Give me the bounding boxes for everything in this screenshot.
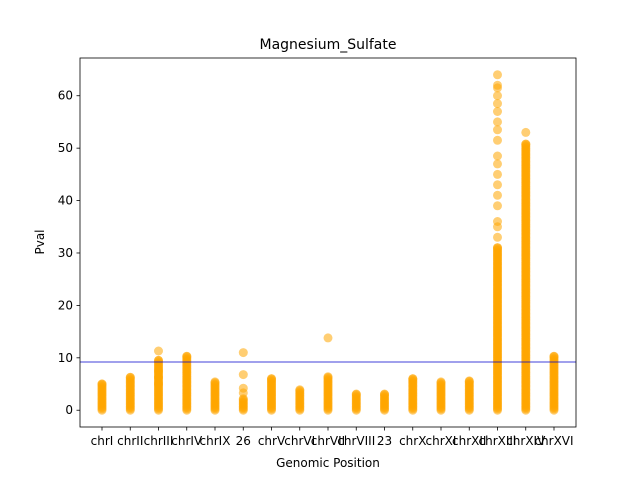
data-point: [493, 117, 502, 127]
data-point: [154, 372, 163, 382]
x-tick-label: chrVII: [311, 434, 345, 448]
x-tick-label: chrII: [117, 434, 143, 448]
data-point: [493, 159, 502, 169]
x-tick-label: chrXIII: [479, 434, 517, 448]
data-point: [323, 372, 333, 382]
y-tick-label: 20: [58, 298, 73, 312]
data-point: [436, 377, 446, 387]
data-point: [493, 151, 502, 161]
data-point: [351, 389, 361, 399]
x-tick-label: chrIV: [171, 434, 203, 448]
x-tick-label: chrXII: [452, 434, 486, 448]
y-tick-label: 60: [58, 89, 73, 103]
x-tick-label: chrX: [399, 434, 426, 448]
data-point: [493, 243, 502, 253]
y-axis: 0 10 20 30 40 50 60: [58, 89, 80, 417]
data-point: [182, 351, 192, 361]
data-point: [493, 99, 502, 109]
x-tick-label: chrXIV: [506, 434, 546, 448]
x-tick-label: chrVIII: [337, 434, 375, 448]
x-tick-label: chrVI: [284, 434, 315, 448]
data-point: [238, 388, 248, 398]
data-point: [521, 139, 531, 149]
data-point: [238, 348, 248, 358]
data-point: [154, 355, 163, 365]
data-point: [493, 169, 502, 179]
x-tick-label: 23: [377, 434, 392, 448]
data-point: [521, 127, 531, 137]
data-point: [493, 135, 502, 145]
data-point: [154, 379, 163, 389]
x-tick-label: chrXVI: [534, 434, 573, 448]
data-point: [493, 80, 502, 90]
x-tick-label: chrIII: [144, 434, 174, 448]
data-point: [295, 385, 305, 395]
x-axis-label: Genomic Position: [276, 456, 380, 470]
data-point: [493, 70, 502, 80]
data-point: [125, 372, 135, 382]
data-point: [380, 389, 389, 399]
y-tick-label: 10: [58, 351, 73, 365]
y-tick-label: 0: [65, 403, 73, 417]
data-point: [493, 107, 502, 116]
x-tick-label: chrXI: [426, 434, 457, 448]
data-point: [493, 190, 502, 200]
data-point: [323, 333, 333, 343]
data-point: [493, 180, 502, 190]
y-tick-label: 30: [58, 246, 73, 260]
data-point: [549, 351, 559, 361]
x-tick-label: chrI: [91, 434, 114, 448]
y-tick-label: 50: [58, 141, 73, 155]
chart-title: Magnesium_Sulfate: [260, 37, 397, 53]
data-point: [493, 201, 502, 211]
data-point: [493, 217, 502, 226]
x-tick-label: 26: [236, 434, 251, 448]
data-point: [154, 346, 163, 356]
data-point: [493, 232, 502, 242]
data-point: [493, 125, 502, 135]
data-point: [210, 377, 220, 387]
x-tick-label: chrIX: [200, 434, 231, 448]
data-point: [493, 91, 502, 101]
data-point: [464, 376, 474, 386]
y-tick-label: 40: [58, 194, 73, 208]
data-point: [238, 370, 248, 380]
x-tick-label: chrV: [258, 434, 286, 448]
data-point: [267, 374, 276, 384]
points-layer: [97, 70, 559, 415]
data-point: [97, 379, 107, 389]
data-point: [154, 366, 163, 376]
data-point: [408, 374, 418, 384]
y-axis-label: Pval: [33, 229, 47, 254]
